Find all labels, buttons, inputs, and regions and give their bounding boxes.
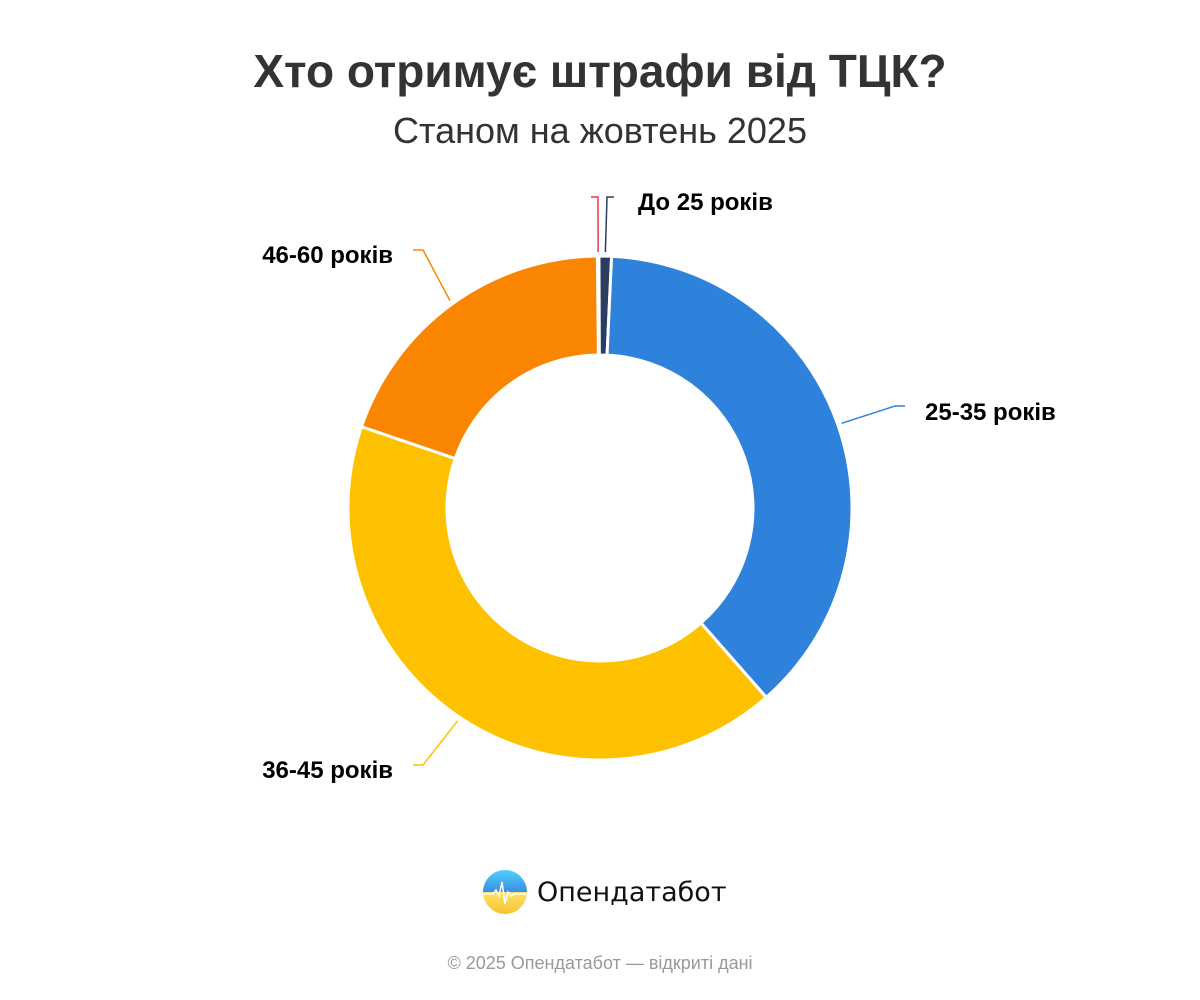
slice-label: До 25 років [638,189,773,216]
chart-subtitle: Станом на жовтень 2025 [393,110,807,151]
leader-line [413,720,459,766]
donut-slice [605,254,854,699]
opendatabot-logo-icon [483,870,527,914]
leader-line [591,196,599,253]
brand: Опендатабот [483,870,727,914]
slice-label: 36-45 років [262,757,393,784]
leader-line [604,196,614,253]
footer-copyright: © 2025 Опендатабот — відкриті дані [447,953,753,973]
chart-title: Хто отримує штрафи від ТЦК? [253,45,947,97]
brand-name: Опендатабот [537,876,727,908]
leader-line [841,405,905,425]
slice-label: 46-60 років [262,242,393,269]
slice-label: 25-35 років [925,399,1056,426]
donut-slice [346,425,768,762]
leader-line [413,249,451,301]
donut-slice [360,254,600,461]
